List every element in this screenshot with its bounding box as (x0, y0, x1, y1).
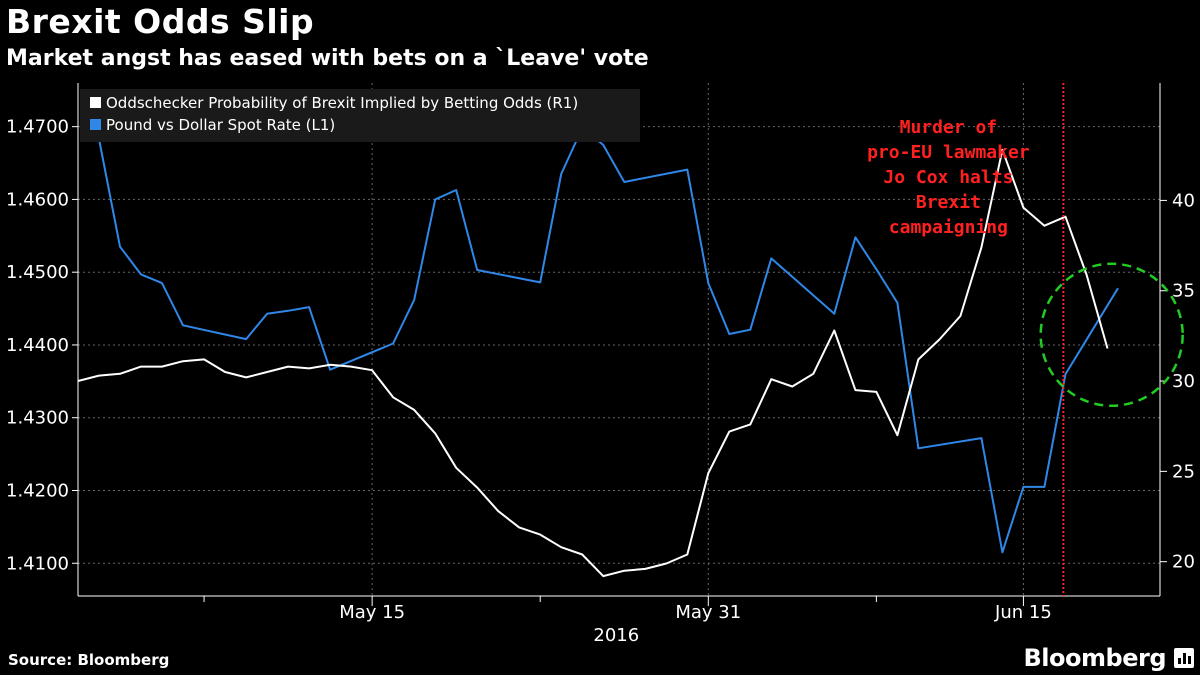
right-tick-label: 30 (1172, 371, 1195, 392)
right-tick-label: 20 (1172, 552, 1195, 573)
right-tick-label: 25 (1172, 461, 1195, 482)
source-note: Source: Bloomberg (8, 651, 170, 669)
chart-title: Brexit Odds Slip (6, 2, 315, 41)
chart-subtitle: Market angst has eased with bets on a `L… (6, 46, 649, 71)
x-tick-label: May 15 (339, 602, 405, 623)
legend: Oddschecker Probability of Brexit Implie… (80, 89, 640, 142)
annotation: Murder of pro-EU lawmaker Jo Cox halts Brex… (867, 117, 1030, 238)
annotation-text: campaigning (889, 217, 1008, 238)
left-tick-label: 1.4400 (6, 335, 69, 356)
left-tick-label: 1.4700 (6, 117, 69, 138)
annotation-text: Brexit (916, 192, 981, 213)
bloomberg-bar-icon (1174, 648, 1194, 668)
annotation-text: Murder of (900, 117, 998, 138)
bloomberg-logo-text: Bloomberg (1023, 644, 1167, 672)
legend-label-odds: Oddschecker Probability of Brexit Implie… (106, 94, 578, 112)
x-tick-label: May 31 (675, 602, 741, 623)
series-line-odds (77, 148, 1109, 578)
legend-swatch-odds (90, 97, 101, 108)
left-tick-label: 1.4500 (6, 262, 69, 283)
axes: 1.4100 1.4200 1.4300 1.4400 1.4500 1.4600 1.47… (6, 83, 1195, 646)
highlight-circle (1039, 262, 1184, 408)
right-tick-label: 35 (1172, 281, 1195, 302)
right-tick-label: 40 (1172, 190, 1195, 211)
left-tick-label: 1.4300 (6, 408, 69, 429)
annotation-text: Jo Cox halts (883, 167, 1013, 188)
x-axis-label: 2016 (593, 625, 639, 646)
legend-swatch-pound (90, 119, 101, 130)
left-tick-label: 1.4600 (6, 189, 69, 210)
legend-label-pound: Pound vs Dollar Spot Rate (L1) (106, 116, 335, 134)
event-layer (1039, 83, 1184, 596)
left-tick-label: 1.4100 (6, 553, 69, 574)
x-tick-label: Jun 15 (994, 602, 1052, 623)
annotation-text: pro-EU lawmaker (867, 142, 1030, 163)
left-tick-label: 1.4200 (6, 480, 69, 501)
legend-box (80, 89, 640, 142)
